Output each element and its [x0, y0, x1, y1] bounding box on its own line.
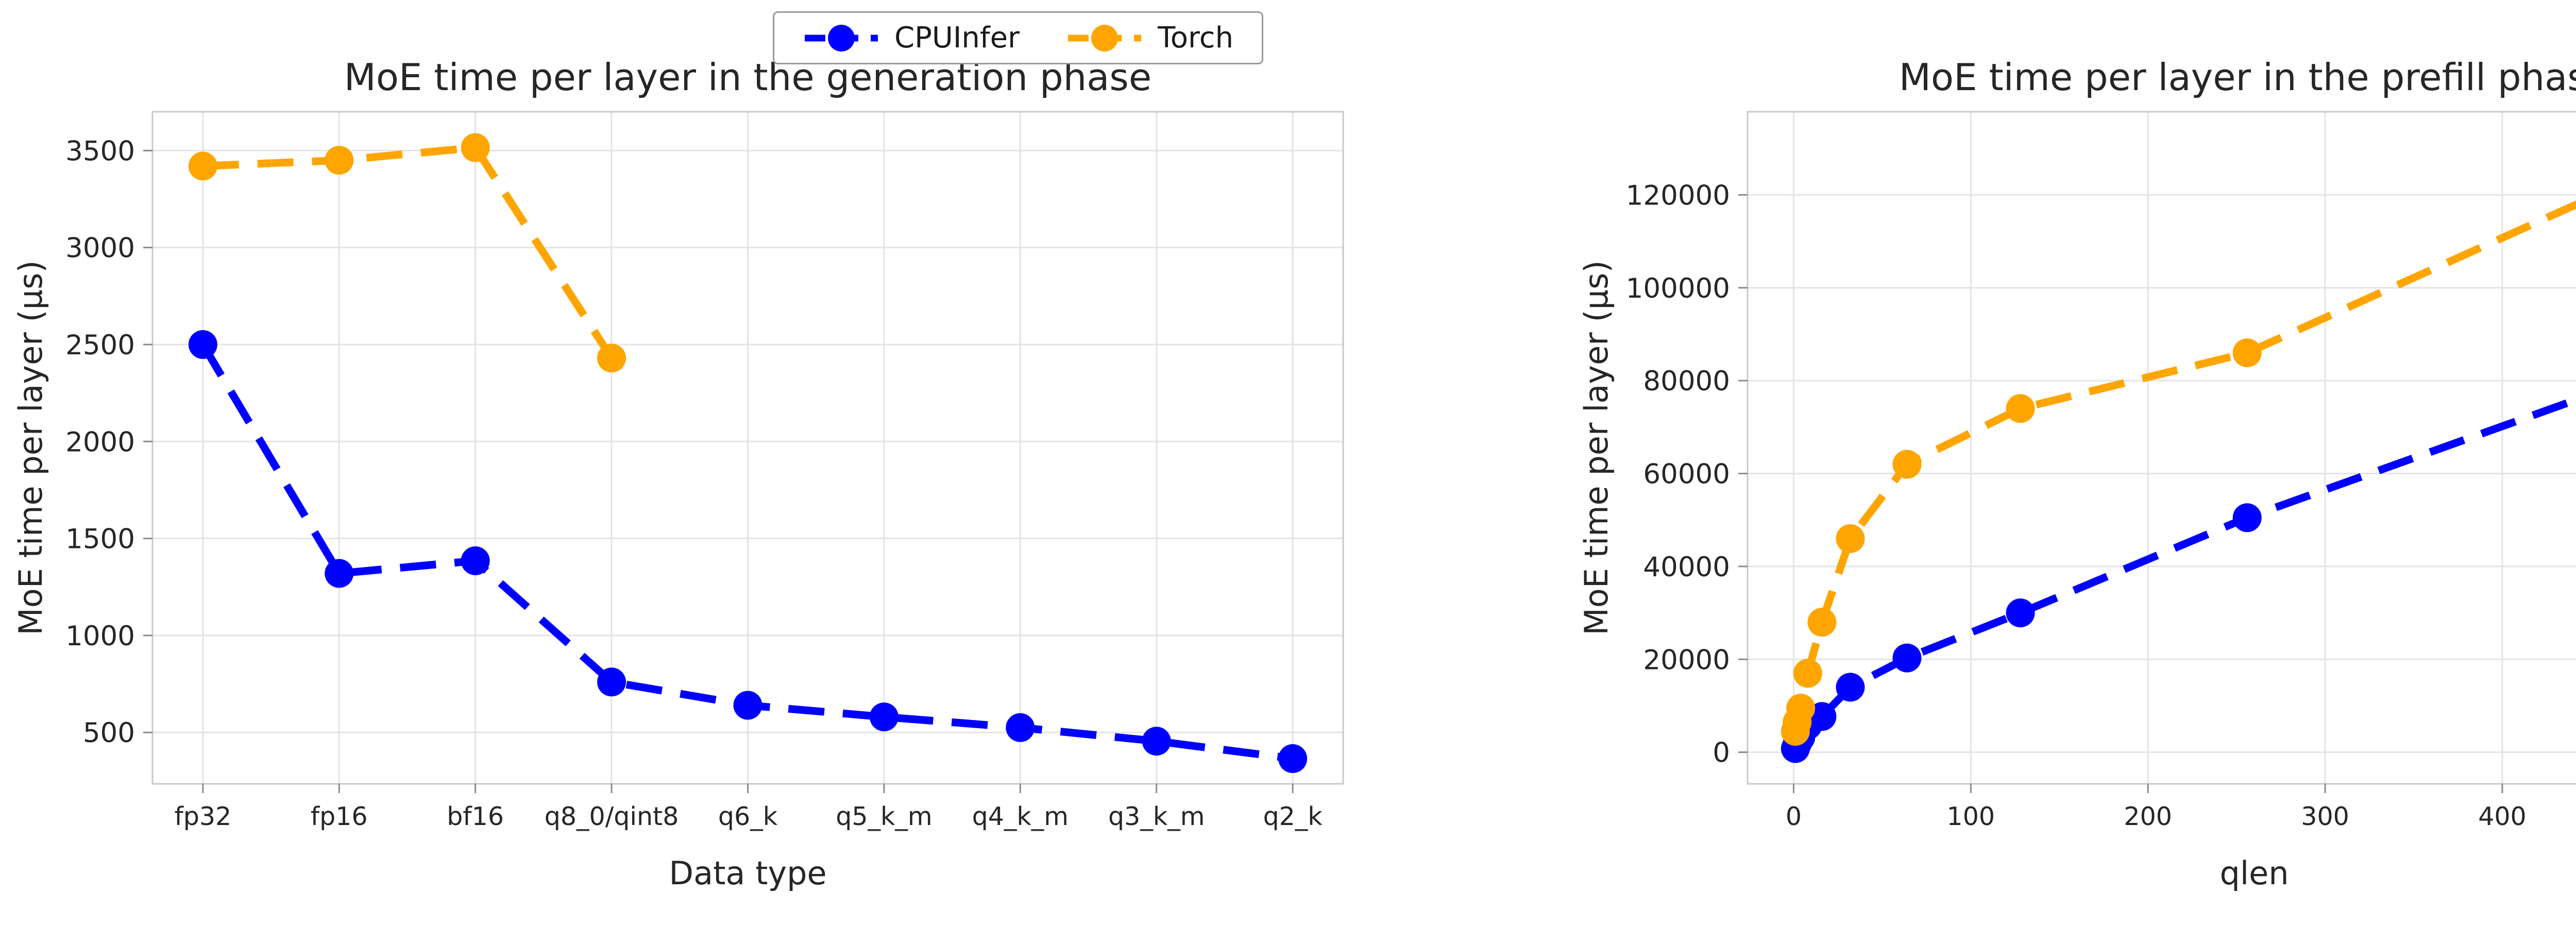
legend-label: Torch — [1158, 21, 1234, 55]
svg-text:80000: 80000 — [1643, 366, 1730, 397]
svg-text:MoE time per layer (µs): MoE time per layer (µs) — [1578, 260, 1615, 635]
svg-text:qlen: qlen — [2219, 854, 2289, 892]
svg-text:Data type: Data type — [669, 854, 826, 892]
legend-item-cpuinfer: CPUInfer — [803, 21, 1020, 55]
svg-text:3500: 3500 — [65, 135, 135, 167]
svg-text:q5_k_m: q5_k_m — [836, 802, 932, 831]
svg-text:300: 300 — [2301, 802, 2349, 831]
svg-text:q2_k: q2_k — [1263, 802, 1323, 831]
svg-text:400: 400 — [2478, 802, 2527, 831]
svg-text:0: 0 — [1713, 737, 1730, 769]
svg-text:1500: 1500 — [65, 524, 135, 555]
legend-marker-icon — [1068, 24, 1142, 52]
svg-text:bf16: bf16 — [447, 802, 504, 831]
prefill-chart: 0100200300400500020000400006000080000100… — [1578, 56, 2576, 892]
legend-label: CPUInfer — [894, 21, 1020, 55]
svg-text:MoE time per layer (µs): MoE time per layer (µs) — [12, 260, 49, 635]
svg-text:100: 100 — [1947, 802, 1995, 831]
svg-text:q8_0/qint8: q8_0/qint8 — [545, 802, 679, 831]
svg-text:q4_k_m: q4_k_m — [972, 802, 1069, 831]
generation-chart: fp32 fp16 bf16 q8_0/qint8 q6_k q5_k_m q4_k_m q3… — [12, 56, 1344, 892]
svg-text:q6_k: q6_k — [718, 802, 778, 831]
svg-text:0: 0 — [1786, 802, 1802, 831]
legend-marker-icon — [805, 24, 878, 52]
svg-text:q3_k_m: q3_k_m — [1108, 802, 1205, 831]
svg-text:3000: 3000 — [65, 233, 135, 264]
svg-text:fp16: fp16 — [311, 802, 368, 831]
svg-text:500: 500 — [83, 717, 135, 749]
svg-text:100000: 100000 — [1626, 273, 1730, 304]
svg-text:40000: 40000 — [1643, 552, 1730, 583]
legend: CPUInfer Torch — [773, 11, 1264, 64]
svg-text:1000: 1000 — [65, 621, 135, 652]
svg-text:2000: 2000 — [65, 426, 135, 458]
svg-text:20000: 20000 — [1643, 644, 1730, 676]
svg-text:200: 200 — [2124, 802, 2172, 831]
svg-text:60000: 60000 — [1643, 459, 1730, 490]
svg-text:120000: 120000 — [1626, 180, 1730, 211]
svg-text:MoE time per layer in the pref: MoE time per layer in the prefill phase — [1899, 56, 2576, 99]
svg-text:2500: 2500 — [65, 330, 135, 361]
legend-item-torch: Torch — [1066, 21, 1233, 55]
svg-text:fp32: fp32 — [174, 802, 231, 831]
